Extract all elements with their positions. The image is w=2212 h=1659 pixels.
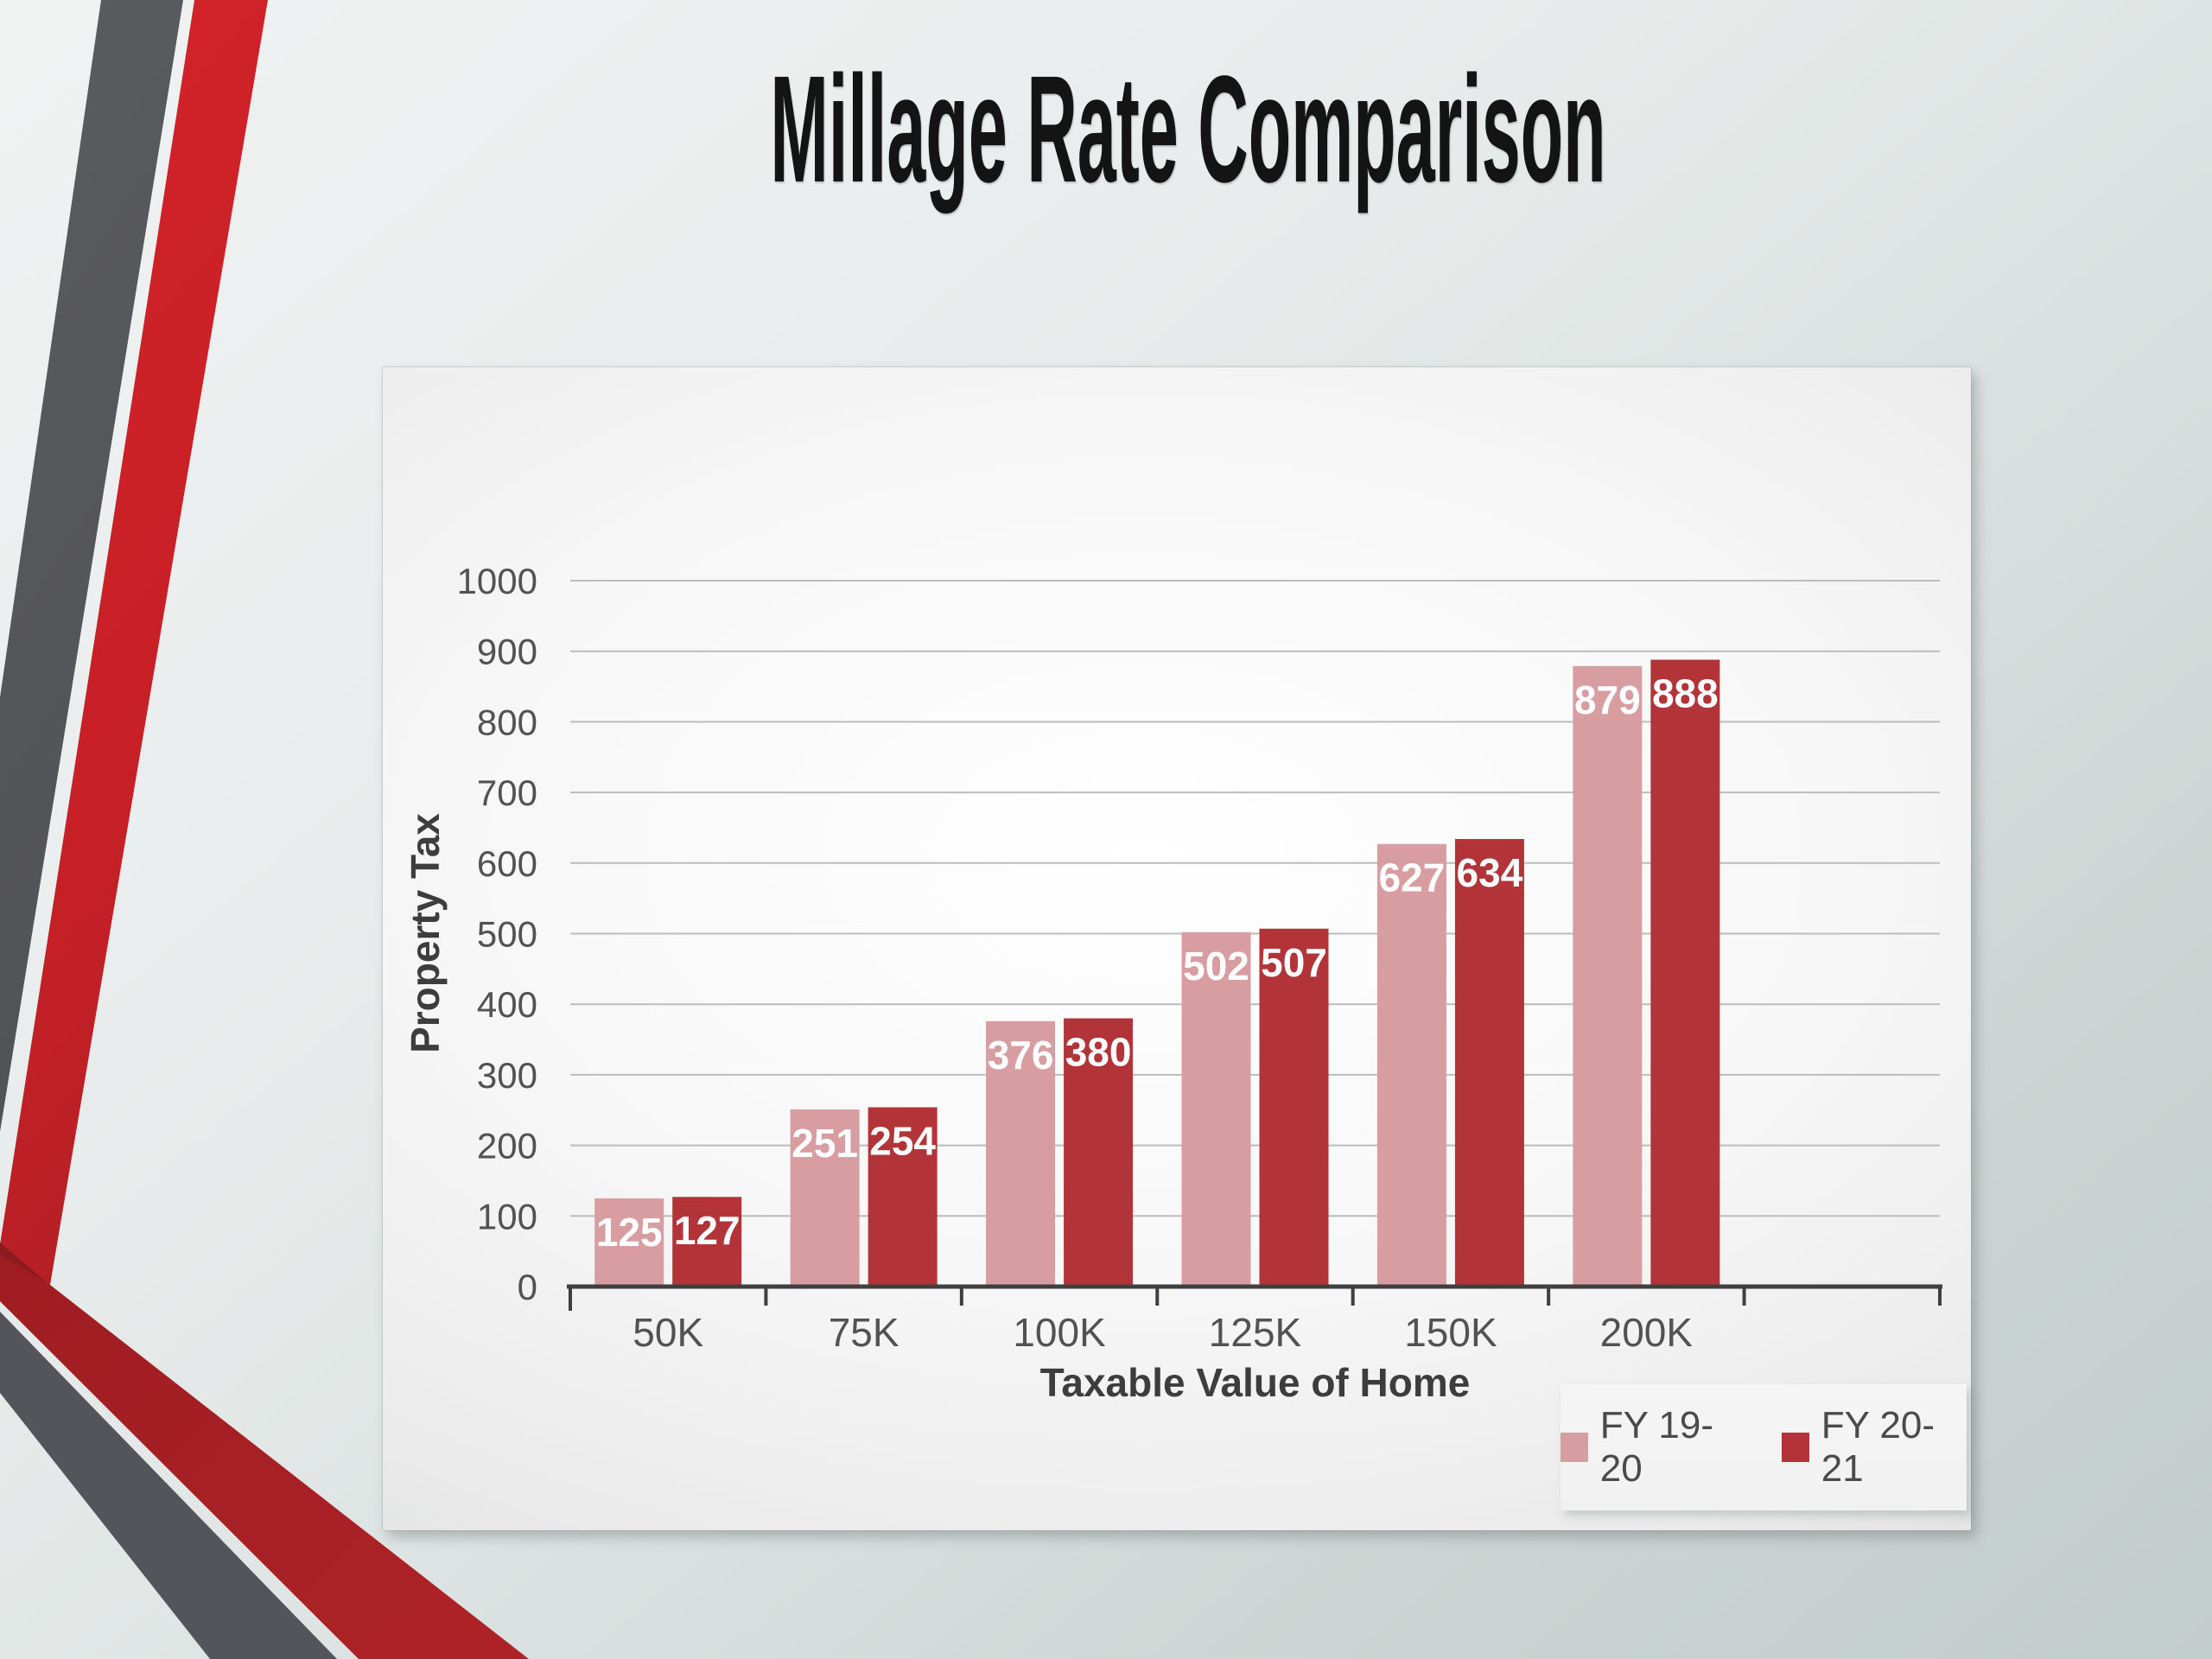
y-tick-label-600: 600 bbox=[477, 843, 537, 884]
stripe-fold-shadow bbox=[0, 1243, 50, 1285]
chart-gridlines bbox=[570, 580, 1940, 1217]
bar-value-label-FY20-21-100K: 380 bbox=[1065, 1030, 1132, 1075]
bar-value-label-FY19-20-100K: 376 bbox=[988, 1033, 1054, 1077]
x-tick-label-125K: 125K bbox=[1209, 1310, 1302, 1355]
chart-tick-labels: 0 100 200 300 400 500 600 700 800 900 1000 50K 75K 10… bbox=[457, 561, 1694, 1355]
legend-item-fy20-21: FY 20-21 bbox=[1782, 1404, 1967, 1491]
legend-swatch-fy20-21-icon bbox=[1782, 1433, 1809, 1462]
y-tick-label-500: 500 bbox=[477, 914, 537, 955]
x-tick-label-150K: 150K bbox=[1404, 1310, 1497, 1355]
bar-FY20-21-50K bbox=[672, 1197, 742, 1287]
bar-FY20-21-200K bbox=[1650, 659, 1720, 1287]
bar-FY19-20-75K bbox=[790, 1109, 860, 1287]
bar-FY20-21-100K bbox=[1064, 1018, 1134, 1287]
bar-FY19-20-150K bbox=[1376, 843, 1446, 1287]
page-title: Millage Rate Comparison bbox=[770, 45, 1606, 214]
bar-value-label-FY19-20-150K: 627 bbox=[1379, 855, 1446, 900]
chart-legend: FY 19-20 FY 20-21 bbox=[1560, 1384, 1967, 1510]
bar-value-label-FY20-21-200K: 888 bbox=[1652, 671, 1719, 716]
bar-FY20-21-125K bbox=[1259, 928, 1329, 1287]
bar-FY20-21-150K bbox=[1454, 839, 1524, 1287]
x-tick-label-50K: 50K bbox=[632, 1310, 703, 1355]
bar-value-label-FY20-21-75K: 254 bbox=[869, 1118, 936, 1163]
bar-FY20-21-75K bbox=[868, 1107, 938, 1287]
bar-FY19-20-100K bbox=[986, 1020, 1056, 1287]
bar-value-label-FY20-21-150K: 634 bbox=[1457, 850, 1523, 895]
bar-value-label-FY19-20-200K: 879 bbox=[1574, 677, 1641, 722]
stripe-gray-upper bbox=[0, 0, 183, 1132]
bar-value-label-FY20-21-50K: 127 bbox=[674, 1208, 741, 1253]
bar-value-label-FY19-20-50K: 125 bbox=[596, 1210, 663, 1255]
bar-value-label-FY19-20-125K: 502 bbox=[1183, 944, 1249, 988]
legend-label-fy20-21: FY 20-21 bbox=[1821, 1404, 1935, 1490]
bar-FY19-20-200K bbox=[1573, 665, 1643, 1287]
y-tick-label-400: 400 bbox=[477, 984, 537, 1025]
x-tick-label-200K: 200K bbox=[1600, 1310, 1694, 1355]
y-axis-title: Property Tax bbox=[403, 813, 448, 1053]
chart-bar-value-labels: 125 127 251 254 376 380 502 507 627 634 879 888 bbox=[596, 671, 1719, 1255]
bar-value-label-FY19-20-75K: 251 bbox=[791, 1121, 858, 1166]
y-tick-label-100: 100 bbox=[477, 1196, 537, 1236]
y-tick-label-200: 200 bbox=[477, 1126, 537, 1166]
chart-panel: 125 127 251 254 376 380 502 507 627 634 879 888 0 10… bbox=[383, 367, 1971, 1530]
bar-FY19-20-50K bbox=[594, 1198, 664, 1287]
bar-chart: 125 127 251 254 376 380 502 507 627 634 879 888 0 10… bbox=[403, 561, 1942, 1405]
y-tick-label-800: 800 bbox=[477, 702, 537, 742]
y-tick-label-700: 700 bbox=[477, 772, 537, 813]
stripe-red-upper bbox=[0, 0, 268, 1285]
chart-axis-titles: Taxable Value of Home Property Tax bbox=[403, 813, 1470, 1405]
x-tick-label-100K: 100K bbox=[1013, 1310, 1106, 1355]
legend-label-fy19-20: FY 19-20 bbox=[1599, 1404, 1713, 1490]
chart-axes bbox=[567, 1284, 1942, 1311]
stripe-gray-lower bbox=[0, 1312, 337, 1659]
y-tick-label-300: 300 bbox=[477, 1055, 537, 1096]
chart-bars bbox=[594, 659, 1720, 1287]
bar-value-label-FY20-21-125K: 507 bbox=[1261, 940, 1327, 985]
y-tick-label-0: 0 bbox=[518, 1267, 537, 1307]
x-tick-label-75K: 75K bbox=[829, 1310, 899, 1355]
stripe-red-lower bbox=[0, 1255, 529, 1659]
legend-item-fy19-20: FY 19-20 bbox=[1560, 1404, 1745, 1491]
legend-swatch-fy19-20-icon bbox=[1560, 1433, 1588, 1462]
y-tick-label-900: 900 bbox=[477, 632, 537, 672]
x-axis-title: Taxable Value of Home bbox=[1040, 1360, 1471, 1405]
bar-FY19-20-125K bbox=[1181, 931, 1251, 1287]
y-tick-label-1000: 1000 bbox=[457, 561, 537, 601]
